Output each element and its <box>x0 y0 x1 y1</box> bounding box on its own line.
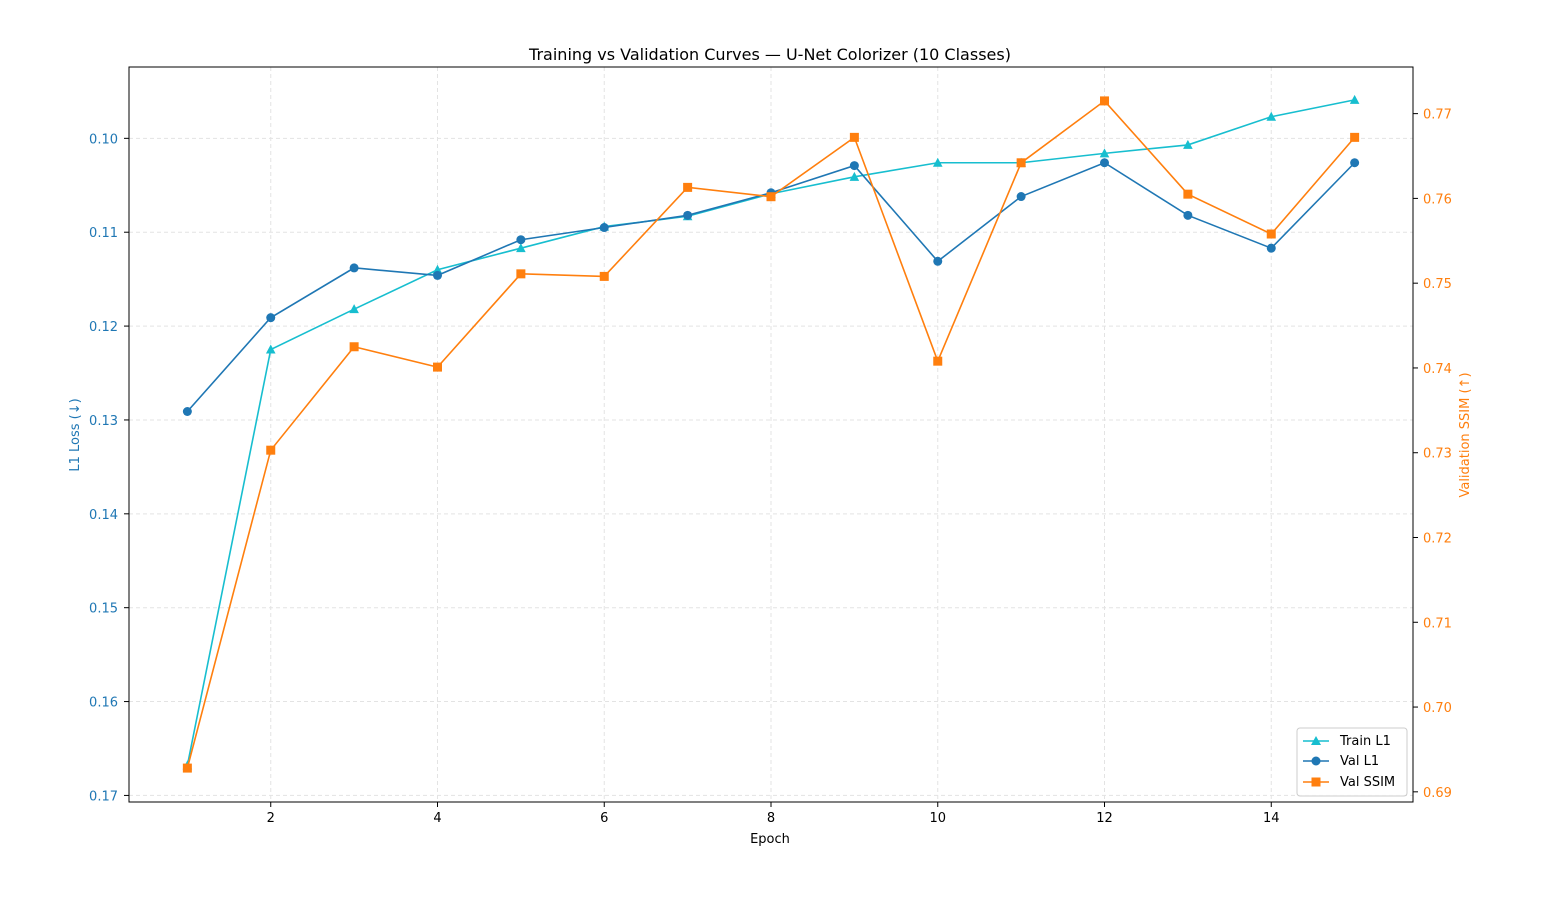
ticks: 2 4 6 8 10 12 14 0.10 0.11 0.12 0.13 0.14 0.15 0.16 0.… <box>89 108 1452 826</box>
y-tick-label-right: 0.77 <box>1423 108 1452 123</box>
x-tick-label: 10 <box>929 811 946 826</box>
data-point-train-l1 <box>932 157 943 167</box>
triangle-marker-icon <box>1311 736 1321 745</box>
data-point-val-ssim <box>1100 96 1110 106</box>
circle-marker-icon <box>1311 756 1321 766</box>
x-tick-label: 6 <box>600 811 608 826</box>
data-point-val-l1 <box>1100 158 1110 168</box>
data-point-train-l1 <box>516 243 526 253</box>
data-point-val-ssim <box>349 342 359 352</box>
grid <box>129 67 1413 802</box>
data-point-train-l1 <box>849 171 860 181</box>
data-point-val-l1 <box>1266 243 1276 253</box>
legend-item-train-l1: Train L1 <box>1303 734 1391 749</box>
legend-item-val-l1: Val L1 <box>1303 754 1379 769</box>
data-point-val-l1 <box>683 210 693 220</box>
data-point-val-l1 <box>1016 192 1026 202</box>
chart-title: Training vs Validation Curves — U-Net Co… <box>528 45 1011 64</box>
data-point-val-ssim <box>1016 158 1026 168</box>
data-point-val-l1 <box>349 263 359 273</box>
data-point-val-ssim <box>849 132 859 142</box>
x-tick-label: 4 <box>433 811 441 826</box>
y-tick-label-right: 0.74 <box>1423 362 1452 377</box>
y-tick-label-right: 0.71 <box>1423 616 1452 631</box>
data-point-val-l1 <box>599 223 609 233</box>
square-marker-icon <box>1311 777 1321 787</box>
y-tick-label-left: 0.12 <box>89 320 118 335</box>
legend: Train L1 Val L1 Val SSIM <box>1296 727 1408 797</box>
data-point-train-l1 <box>1099 148 1110 158</box>
y-tick-label-right: 0.70 <box>1423 701 1452 716</box>
x-tick-label: 8 <box>767 811 775 826</box>
data-point-val-ssim <box>683 182 693 192</box>
legend-label-train-l1: Train L1 <box>1339 734 1391 749</box>
y-tick-label-left: 0.10 <box>89 132 118 147</box>
y-tick-label-right: 0.69 <box>1423 786 1452 801</box>
data-point-train-l1 <box>1349 94 1360 104</box>
y-tick-label-left: 0.11 <box>89 226 118 241</box>
data-point-val-ssim <box>766 192 776 202</box>
x-tick-label: 2 <box>267 811 275 826</box>
series-val-ssim <box>182 96 1360 773</box>
y-tick-label-left: 0.14 <box>89 508 118 523</box>
data-point-train-l1 <box>349 304 359 314</box>
data-point-val-l1 <box>849 161 859 171</box>
y-tick-label-right: 0.75 <box>1423 277 1452 292</box>
y-tick-label-right: 0.76 <box>1423 192 1452 207</box>
data-point-train-l1 <box>432 264 443 274</box>
y-tick-label-left: 0.13 <box>89 414 118 429</box>
legend-box <box>1296 727 1408 797</box>
y-axis-label-right: Validation SSIM (↑) <box>1458 372 1473 497</box>
y-axis-label-left: L1 Loss (↓) <box>68 398 83 471</box>
x-tick-label: 12 <box>1096 811 1113 826</box>
data-point-train-l1 <box>265 344 276 354</box>
data-point-val-l1 <box>516 235 526 245</box>
data-point-val-l1 <box>1183 210 1193 220</box>
data-point-val-ssim <box>1183 189 1193 199</box>
data-point-val-l1 <box>266 313 276 323</box>
data-point-val-ssim <box>266 445 276 455</box>
data-point-val-l1 <box>933 256 943 266</box>
y-tick-label-right: 0.73 <box>1423 447 1452 462</box>
y-tick-label-right: 0.72 <box>1423 532 1452 547</box>
y-tick-label-left: 0.16 <box>89 696 118 711</box>
x-tick-label: 14 <box>1263 811 1280 826</box>
legend-label-val-l1: Val L1 <box>1340 754 1379 769</box>
data-point-val-l1 <box>182 407 192 417</box>
data-point-val-l1 <box>1350 158 1360 168</box>
data-point-val-ssim <box>182 763 192 773</box>
data-point-val-l1 <box>432 270 442 280</box>
x-axis-label: Epoch <box>750 832 790 847</box>
data-point-val-ssim <box>1350 132 1360 142</box>
data-point-val-ssim <box>599 271 609 281</box>
legend-item-val-ssim: Val SSIM <box>1303 775 1395 790</box>
y-tick-label-left: 0.15 <box>89 602 118 617</box>
data-point-train-l1 <box>1266 111 1277 121</box>
series-layer <box>182 94 1360 773</box>
data-point-train-l1 <box>1183 139 1193 149</box>
y-tick-label-left: 0.17 <box>89 789 118 804</box>
data-point-val-ssim <box>1266 229 1276 239</box>
data-point-val-ssim <box>432 362 442 372</box>
data-point-val-ssim <box>516 269 526 279</box>
legend-label-val-ssim: Val SSIM <box>1340 775 1395 790</box>
data-point-val-ssim <box>933 356 943 366</box>
